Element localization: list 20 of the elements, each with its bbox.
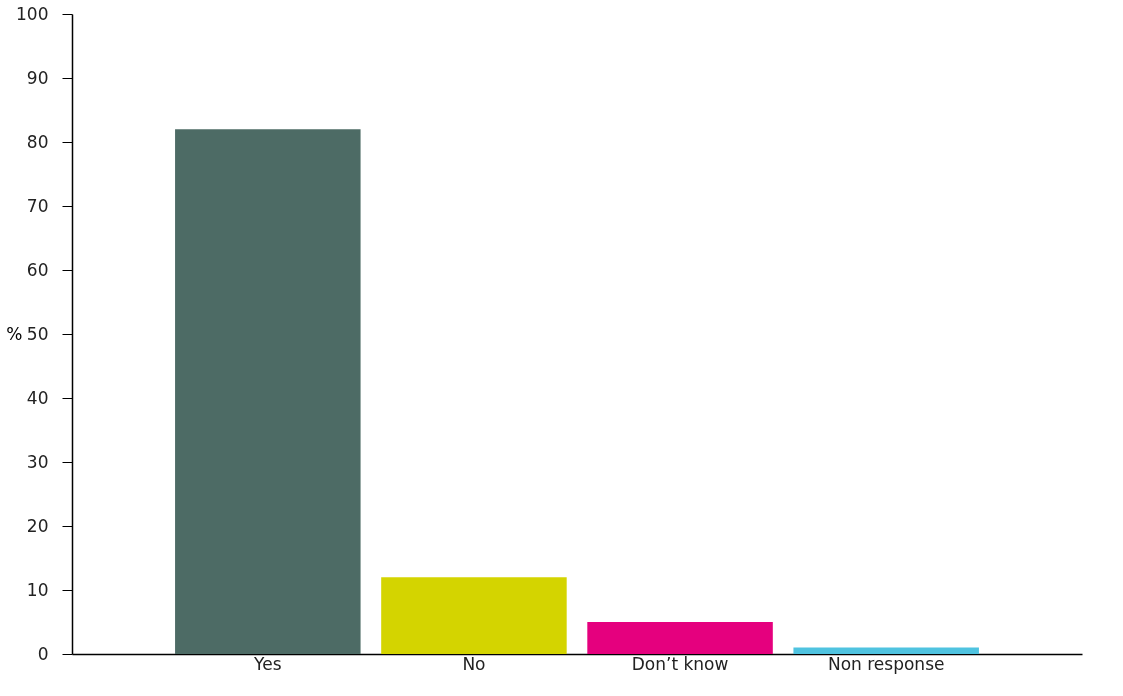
y-tick-label: 100 [16, 3, 49, 24]
y-tick-label: 90 [26, 67, 49, 88]
bar [175, 129, 361, 654]
y-tick-label: 30 [26, 451, 49, 472]
y-axis-title: % [6, 323, 23, 344]
y-tick-label: 60 [26, 259, 49, 280]
y-tick-label: 40 [26, 387, 49, 408]
x-tick-label: Don’t know [631, 653, 729, 674]
x-tick-label: Yes [253, 653, 282, 674]
x-tick-label: Non response [827, 653, 945, 674]
y-tick-label: 20 [26, 515, 49, 536]
bar [587, 622, 773, 654]
bar [793, 647, 979, 654]
y-tick-label: 80 [26, 131, 49, 152]
x-tick-label: No [462, 653, 486, 674]
bar [381, 577, 567, 654]
y-tick-label: 50 [26, 323, 49, 344]
y-tick-label: 10 [26, 579, 49, 600]
y-tick-label: 0 [37, 643, 49, 664]
y-tick-label: 70 [26, 195, 49, 216]
